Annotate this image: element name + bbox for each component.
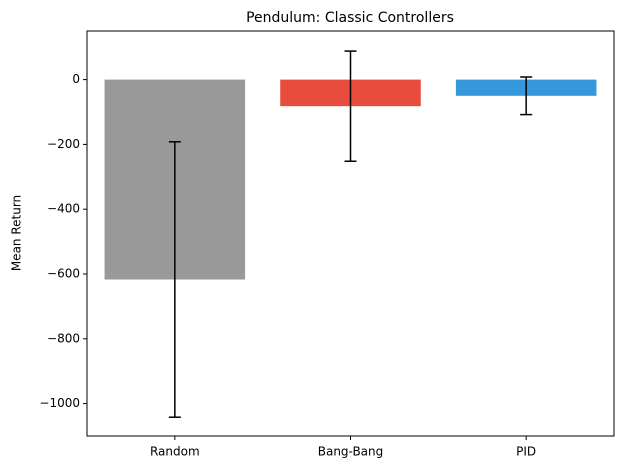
error-bar — [344, 50, 357, 162]
y-tick-label: −400 — [47, 202, 80, 216]
x-tick-label: PID — [516, 445, 536, 459]
y-tick-label: −600 — [47, 267, 80, 281]
y-tick-label: −800 — [47, 331, 80, 345]
plot-frame — [86, 30, 615, 437]
error-bar — [520, 76, 533, 116]
error-bar — [168, 141, 181, 418]
y-tick-label: −200 — [47, 137, 80, 151]
chart-title: Pendulum: Classic Controllers — [246, 10, 454, 26]
y-tick-label: 0 — [72, 72, 80, 86]
y-axis-label: Mean Return — [10, 195, 24, 271]
y-tick-label: −1000 — [39, 396, 80, 410]
x-tick-label: Bang-Bang — [318, 445, 384, 459]
x-tick-label: Random — [150, 445, 200, 459]
